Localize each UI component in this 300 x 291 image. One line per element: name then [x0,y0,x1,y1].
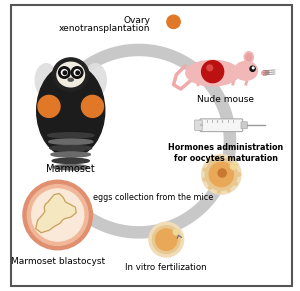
FancyBboxPatch shape [241,122,247,129]
Circle shape [209,162,233,187]
Circle shape [173,229,179,235]
Ellipse shape [262,71,268,75]
Circle shape [235,182,237,185]
Polygon shape [36,194,76,233]
Circle shape [167,15,180,29]
Ellipse shape [37,64,105,157]
Ellipse shape [35,64,57,97]
Circle shape [208,160,211,163]
Text: Marmoset blastocyst: Marmoset blastocyst [11,257,105,266]
Text: Ovary: Ovary [123,16,150,25]
Circle shape [237,173,240,176]
Ellipse shape [234,61,257,80]
Circle shape [71,67,83,78]
Circle shape [207,65,213,71]
Circle shape [218,156,220,159]
Ellipse shape [53,165,88,170]
Circle shape [218,190,220,193]
Ellipse shape [85,64,106,97]
Text: Marmoset: Marmoset [46,164,95,174]
Circle shape [206,159,237,190]
Text: Nude mouse: Nude mouse [197,95,254,104]
Circle shape [32,189,84,241]
Circle shape [58,67,70,78]
Circle shape [237,173,240,176]
Ellipse shape [186,60,239,86]
Ellipse shape [246,54,252,61]
Circle shape [235,164,237,166]
Ellipse shape [244,52,254,63]
Ellipse shape [49,139,93,144]
Text: In vitro fertilization: In vitro fertilization [125,263,207,272]
Ellipse shape [50,146,92,151]
FancyBboxPatch shape [195,120,202,130]
Ellipse shape [52,58,89,91]
Circle shape [227,189,230,192]
Ellipse shape [48,133,94,138]
Circle shape [202,155,241,194]
Circle shape [208,186,211,189]
Circle shape [81,95,104,117]
Circle shape [265,71,269,74]
Circle shape [76,71,80,74]
Circle shape [227,157,230,160]
Ellipse shape [51,152,90,157]
Text: Hormones administration
for oocytes maturation: Hormones administration for oocytes matu… [168,143,283,164]
Circle shape [149,222,184,257]
Ellipse shape [57,62,85,87]
Circle shape [27,184,88,245]
Text: xenotransplantation: xenotransplantation [59,24,150,33]
Circle shape [38,95,60,117]
Text: eggs collection from the mice: eggs collection from the mice [93,193,213,202]
Circle shape [203,168,206,171]
FancyBboxPatch shape [11,5,292,286]
Circle shape [230,163,237,170]
Circle shape [74,70,80,75]
Circle shape [218,169,226,177]
Ellipse shape [52,158,89,164]
Circle shape [152,226,180,253]
FancyBboxPatch shape [200,119,243,132]
Circle shape [63,71,67,74]
Circle shape [23,180,92,250]
Circle shape [203,178,206,181]
Circle shape [61,70,67,75]
Circle shape [252,67,254,69]
Circle shape [156,229,177,250]
Ellipse shape [68,78,73,81]
Circle shape [250,66,255,71]
Circle shape [202,61,224,83]
